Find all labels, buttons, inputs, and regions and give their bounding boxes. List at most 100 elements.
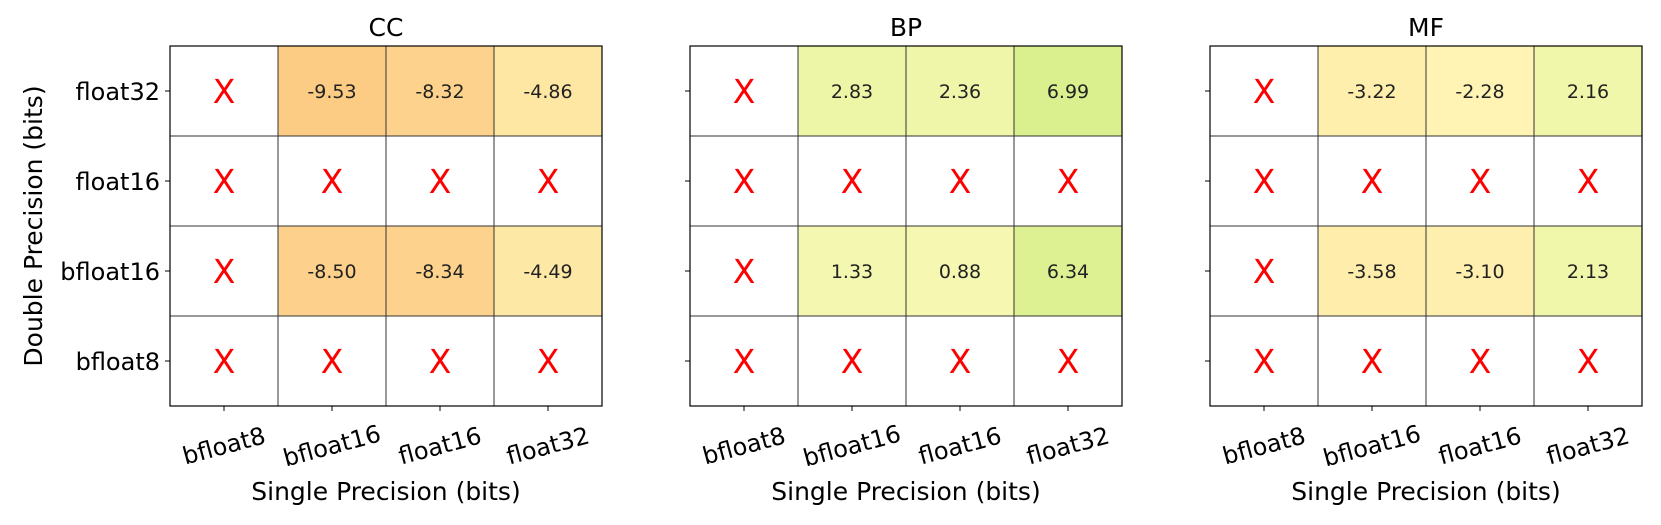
missing-marker: X	[733, 72, 756, 111]
heatmap-cell	[1013, 45, 1123, 137]
missing-marker: X	[841, 162, 864, 201]
missing-marker: X	[213, 162, 236, 201]
cell-value-label: -9.53	[307, 81, 356, 103]
x-axis-label: Single Precision (bits)	[771, 477, 1040, 506]
missing-marker: X	[537, 342, 560, 381]
cell-value-label: 6.34	[1047, 261, 1089, 283]
chart-title: CC	[369, 13, 404, 42]
heatmap-cell	[1317, 135, 1427, 227]
chart-title: MF	[1408, 13, 1444, 42]
missing-marker: X	[1361, 162, 1384, 201]
missing-marker: X	[1253, 342, 1276, 381]
x-tick-label: bfloat16	[280, 420, 384, 473]
x-tick-label: float16	[916, 422, 1005, 471]
heatmap-frame	[169, 45, 603, 407]
cell-value-label: 2.13	[1567, 261, 1609, 283]
heatmap-cell	[493, 45, 603, 137]
heatmap-cell	[689, 225, 799, 317]
heatmap-cell	[493, 135, 603, 227]
x-tick-label: float16	[396, 422, 485, 471]
cell-value-label: 1.33	[831, 261, 873, 283]
heatmap-cell	[689, 135, 799, 227]
heatmap-cell	[169, 315, 279, 407]
missing-marker: X	[733, 342, 756, 381]
missing-marker: X	[429, 162, 452, 201]
missing-marker: X	[1253, 162, 1276, 201]
y-tick-label: float16	[76, 168, 160, 196]
missing-marker: X	[949, 342, 972, 381]
cell-value-label: -8.32	[415, 81, 464, 103]
y-tick-label: bfloat16	[60, 258, 160, 286]
missing-marker: X	[429, 342, 452, 381]
heatmap-panel-cc: X -9.53 -8.32 -4.86 X X X X X -8.50 -8.34 -4.49 X X X X…	[19, 13, 603, 506]
heatmap-cell	[169, 45, 279, 137]
heatmap-cell	[277, 225, 387, 317]
missing-marker: X	[733, 162, 756, 201]
heatmap-cell	[905, 135, 1015, 227]
heatmap-cell	[1013, 135, 1123, 227]
heatmap-cell	[797, 225, 907, 317]
heatmap-cell	[797, 135, 907, 227]
heatmap-cell	[1317, 45, 1427, 137]
missing-marker: X	[1469, 162, 1492, 201]
heatmap-cell	[1425, 45, 1535, 137]
heatmap-cell	[905, 45, 1015, 137]
cell-value-label: 2.16	[1567, 81, 1609, 103]
x-tick-label: float32	[1024, 422, 1113, 471]
heatmap-cell	[493, 225, 603, 317]
y-axis-label: Double Precision (bits)	[19, 85, 48, 366]
heatmap-cell	[1317, 315, 1427, 407]
heatmap-cell	[1209, 225, 1319, 317]
missing-marker: X	[1577, 342, 1600, 381]
cell-value-label: -4.86	[523, 81, 572, 103]
cell-value-label: 0.88	[939, 261, 981, 283]
heatmap-cell	[1317, 225, 1427, 317]
cell-value-label: 2.36	[939, 81, 981, 103]
heatmap-cell	[1533, 225, 1643, 317]
missing-marker: X	[213, 252, 236, 291]
heatmap-panel-bp: X 2.83 2.36 6.99 X X X X X 1.33 0.88 6.34 X X X X BP bflo…	[685, 13, 1123, 506]
cell-value-label: -3.58	[1347, 261, 1396, 283]
missing-marker: X	[1253, 72, 1276, 111]
x-tick-label: bfloat16	[800, 420, 904, 473]
heatmap-frame	[1209, 45, 1643, 407]
x-tick-label: bfloat8	[180, 422, 269, 471]
heatmap-cell	[277, 135, 387, 227]
heatmap-cell	[1013, 225, 1123, 317]
missing-marker: X	[1057, 162, 1080, 201]
heatmap-panel-mf: X -3.22 -2.28 2.16 X X X X X -3.58 -3.10 2.13 X X X X MF…	[1205, 13, 1643, 506]
heatmap-cell	[905, 225, 1015, 317]
missing-marker: X	[1577, 162, 1600, 201]
y-tick-label: float32	[76, 78, 160, 106]
heatmap-cell	[277, 315, 387, 407]
cell-value-label: -2.28	[1455, 81, 1504, 103]
x-tick-label: float32	[1544, 422, 1633, 471]
missing-marker: X	[841, 342, 864, 381]
missing-marker: X	[733, 252, 756, 291]
heatmap-cell	[169, 135, 279, 227]
heatmap-cell	[493, 315, 603, 407]
missing-marker: X	[949, 162, 972, 201]
missing-marker: X	[1253, 252, 1276, 291]
cell-value-label: 2.83	[831, 81, 873, 103]
chart-title: BP	[890, 13, 922, 42]
heatmap-cell	[797, 45, 907, 137]
cell-value-label: -8.34	[415, 261, 464, 283]
x-axis-label: Single Precision (bits)	[251, 477, 520, 506]
heatmap-frame	[689, 45, 1123, 407]
x-tick-label: bfloat8	[1220, 422, 1309, 471]
heatmap-cell	[385, 315, 495, 407]
missing-marker: X	[1469, 342, 1492, 381]
x-axis-label: Single Precision (bits)	[1291, 477, 1560, 506]
missing-marker: X	[321, 342, 344, 381]
heatmap-cell	[689, 45, 799, 137]
missing-marker: X	[213, 72, 236, 111]
missing-marker: X	[1361, 342, 1384, 381]
heatmap-cell	[277, 45, 387, 137]
heatmap-cell	[1533, 135, 1643, 227]
cell-value-label: 6.99	[1047, 81, 1089, 103]
missing-marker: X	[537, 162, 560, 201]
y-tick-label: bfloat8	[76, 348, 160, 376]
x-tick-label: bfloat16	[1320, 420, 1424, 473]
